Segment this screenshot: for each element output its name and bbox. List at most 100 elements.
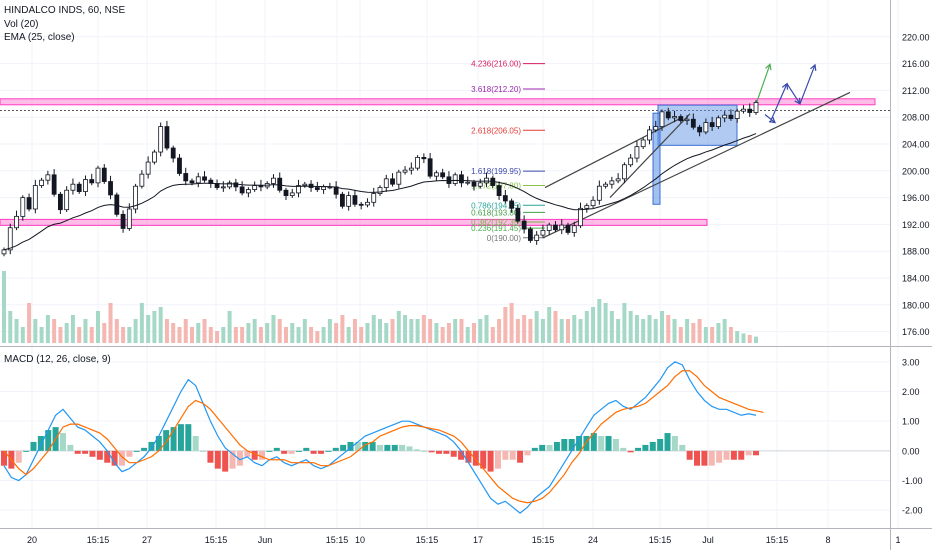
candle-body [502, 195, 508, 202]
volume-bar [572, 315, 577, 343]
candle-body [377, 187, 383, 194]
volume-bar [459, 319, 464, 343]
volume-bar [528, 319, 533, 343]
candle-body [95, 167, 101, 184]
volume-bar [685, 319, 690, 343]
macd-histogram-bar [694, 450, 701, 466]
time-tick-label: 15:15 [532, 535, 555, 545]
volume-bar [221, 327, 226, 343]
macd-histogram-bar [251, 450, 258, 460]
candle-body [408, 167, 414, 171]
macd-histogram-bar [605, 436, 612, 451]
volume-bar [415, 319, 420, 343]
candle-body [471, 181, 477, 187]
macd-histogram-bar [259, 450, 266, 460]
macd-histogram-bar [192, 436, 199, 451]
macd-histogram-bar [369, 441, 376, 451]
candle-body [126, 208, 132, 229]
volume-bar [152, 311, 157, 343]
macd-tick-label: 3.00 [902, 357, 920, 367]
volume-bar [14, 319, 19, 343]
volume-bar [660, 311, 664, 343]
candle-body [590, 199, 596, 207]
candle-body [101, 167, 107, 182]
macd-histogram-bar [118, 450, 125, 466]
wave-arrow-3-head [810, 63, 817, 71]
macd-histogram-bar [664, 433, 671, 451]
trend-line-lower [542, 91, 851, 239]
candle-body [528, 228, 533, 241]
volume-bar [96, 311, 100, 343]
candle-body [728, 114, 734, 119]
fib-label: 0.382(192.35) [471, 218, 521, 227]
volume-bar [33, 319, 38, 343]
candle-body [509, 200, 515, 209]
candle-body [39, 179, 44, 186]
volume-bar [8, 311, 13, 343]
volume-bar [484, 315, 489, 343]
macd-histogram-bar [472, 450, 479, 466]
candle-body [415, 156, 421, 169]
volume-bar [440, 327, 445, 343]
macd-histogram-bar [612, 438, 619, 451]
macd-histogram-bar [480, 450, 487, 469]
macd-histogram-bar [546, 444, 553, 451]
macd-line [3, 361, 757, 514]
volume-bar [108, 303, 113, 343]
candle-body [496, 185, 502, 196]
candle-body [346, 195, 352, 207]
time-tick-label: 1 [895, 535, 900, 545]
macd-histogram-bar [435, 450, 442, 454]
volume-bar [227, 311, 232, 343]
macd-histogram-bar [502, 450, 509, 460]
time-tick-label: 15:15 [87, 535, 110, 545]
price-tick-label: 176.00 [902, 327, 930, 337]
candle-body [672, 116, 677, 119]
price-tick-label: 192.00 [902, 220, 930, 230]
candle-body [352, 195, 358, 205]
volume-bar [340, 315, 345, 343]
volume-bar [578, 319, 583, 343]
macd-histogram-bar [377, 444, 383, 451]
macd-histogram-bar [716, 450, 723, 463]
candle-body [371, 193, 377, 203]
volume-bar [647, 315, 652, 343]
macd-tick-label: -1.00 [902, 476, 923, 486]
volume-bar [453, 319, 458, 343]
candle-body [170, 147, 176, 159]
volume-bar [371, 315, 376, 343]
candle-body [440, 172, 446, 178]
volume-bar [309, 327, 314, 343]
volume-bar [703, 327, 708, 343]
macd-histogram-bar [642, 444, 649, 451]
candle-body [521, 220, 527, 230]
time-tick-label: Jul [702, 535, 714, 545]
volume-bar [102, 323, 107, 343]
macd-histogram-bar [295, 450, 302, 452]
candle-body [465, 181, 471, 184]
candle-body [283, 189, 289, 196]
volume-bar [346, 327, 351, 343]
bullish-projection-arrow [754, 64, 771, 108]
support-zone [0, 218, 708, 226]
macd-histogram-bar [347, 441, 354, 451]
volume-bar [678, 327, 683, 343]
macd-histogram-bar [458, 450, 465, 460]
candle-body [45, 174, 51, 181]
candle-body [158, 126, 164, 153]
volume-bar [265, 323, 270, 343]
macd-histogram-bar [539, 444, 546, 451]
candle-body [647, 129, 652, 141]
candle-body [177, 157, 182, 174]
candle-body [402, 169, 408, 173]
volume-bar [334, 323, 339, 343]
symbol-title: HINDALCO INDS, 60, NSE [4, 5, 126, 16]
fib-label: 1.618(199.95) [471, 167, 521, 176]
macd-histogram-bar [421, 450, 428, 452]
macd-histogram-bar [391, 444, 398, 451]
volume-legend: Vol (20) [4, 19, 39, 30]
volume-bar [547, 307, 552, 343]
macd-histogram-bar [598, 436, 605, 451]
